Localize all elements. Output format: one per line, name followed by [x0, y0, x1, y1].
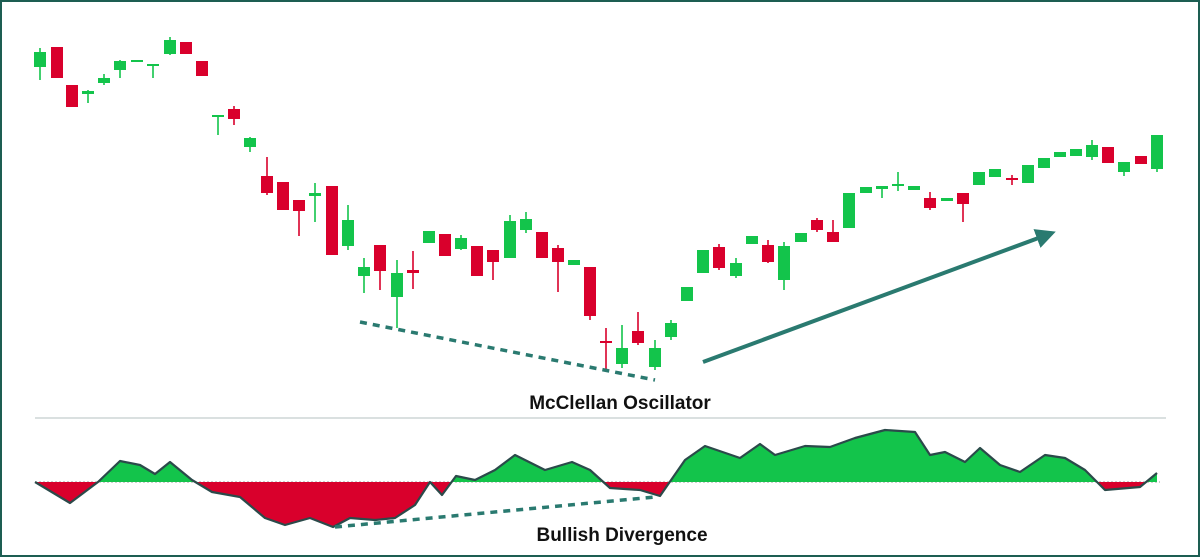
- candle-body: [892, 184, 904, 186]
- candle-body: [212, 115, 224, 117]
- candle-body: [811, 220, 823, 230]
- candle-body: [584, 267, 596, 316]
- candle-body: [1038, 158, 1050, 168]
- candle-body: [941, 198, 953, 201]
- candle-body: [439, 234, 451, 256]
- candle-body: [746, 236, 758, 244]
- candle-body: [860, 187, 872, 193]
- candle-body: [326, 186, 338, 255]
- oscillator-line: [34, 428, 1158, 529]
- candle-body: [924, 198, 936, 208]
- candle-body: [876, 186, 888, 189]
- candle-body: [277, 182, 289, 210]
- candle-body: [261, 176, 273, 193]
- candle-body: [164, 40, 176, 54]
- candle-body: [1151, 135, 1163, 169]
- candle-body: [34, 52, 46, 67]
- candle-body: [82, 91, 94, 94]
- candle-body: [374, 245, 386, 271]
- candle-body: [1022, 165, 1034, 183]
- price-divergence-line: [359, 320, 656, 382]
- candle-body: [536, 232, 548, 258]
- candle-body: [552, 248, 564, 262]
- candle-body: [713, 247, 725, 268]
- candle-body: [649, 348, 661, 367]
- candle-body: [681, 287, 693, 301]
- candle-body: [1135, 156, 1147, 164]
- oscillator: [34, 428, 1158, 529]
- oscillator-positive-area: [35, 430, 1157, 482]
- candle-body: [131, 60, 143, 62]
- candle-body: [568, 260, 580, 265]
- candle-body: [730, 263, 742, 276]
- candle-body: [520, 219, 532, 230]
- trend-arrow: [702, 229, 1056, 364]
- candle-body: [697, 250, 709, 273]
- candle-body: [989, 169, 1001, 177]
- candle-body: [98, 78, 110, 83]
- oscillator-divergence-line: [334, 495, 656, 529]
- candle-body: [407, 270, 419, 273]
- candle-body: [180, 42, 192, 54]
- candle-body: [51, 47, 63, 78]
- candle-body: [147, 64, 159, 66]
- candle-body: [827, 232, 839, 242]
- candle-body: [1118, 162, 1130, 172]
- candle-body: [778, 246, 790, 280]
- candle-body: [600, 341, 612, 343]
- divergence-label: Bullish Divergence: [536, 525, 707, 546]
- candle-body: [455, 238, 467, 249]
- candle-body: [1006, 178, 1018, 180]
- candle-body: [1102, 147, 1114, 163]
- candles: [34, 37, 1163, 370]
- candle-body: [487, 250, 499, 262]
- candle-body: [908, 186, 920, 190]
- oscillator-title: McClellan Oscillator: [529, 393, 711, 414]
- candle-body: [66, 85, 78, 107]
- candle-body: [762, 245, 774, 262]
- candle-body: [244, 138, 256, 147]
- candle-body: [1070, 149, 1082, 156]
- candle-body: [342, 220, 354, 246]
- candle-body: [504, 221, 516, 258]
- candle-body: [665, 323, 677, 337]
- candle-body: [471, 246, 483, 276]
- candle-body: [957, 193, 969, 204]
- candle-body: [1054, 152, 1066, 157]
- candle-body: [632, 331, 644, 343]
- candle-body: [114, 61, 126, 70]
- candle-body: [423, 231, 435, 243]
- candle-body: [391, 273, 403, 297]
- candle-body: [293, 200, 305, 211]
- candle-body: [973, 172, 985, 185]
- candle-body: [795, 233, 807, 242]
- candle-body: [843, 193, 855, 228]
- candle-body: [196, 61, 208, 76]
- oscillator-negative-area: [35, 482, 1157, 527]
- candle-body: [1086, 145, 1098, 157]
- candle-body: [309, 193, 321, 196]
- candle-body: [228, 109, 240, 119]
- candle-body: [616, 348, 628, 364]
- candle-body: [358, 267, 370, 276]
